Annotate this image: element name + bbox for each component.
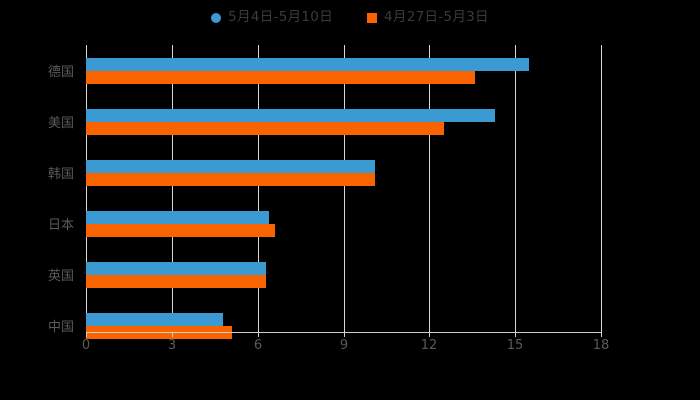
y-axis-label: 日本 xyxy=(47,218,74,233)
x-tick-mark xyxy=(86,332,87,337)
bar[interactable] xyxy=(86,262,266,275)
x-axis-tick-label: 0 xyxy=(81,338,91,353)
legend-label-1: 4月27日-5月3日 xyxy=(384,9,489,26)
bar[interactable] xyxy=(86,313,223,326)
circle-marker-icon xyxy=(211,13,222,23)
x-tick-mark xyxy=(429,332,430,337)
bar[interactable] xyxy=(86,275,266,288)
bar[interactable] xyxy=(86,173,375,186)
x-axis-tick-label: 9 xyxy=(339,338,349,353)
plot-area xyxy=(86,45,602,339)
bar[interactable] xyxy=(86,71,475,84)
bar[interactable] xyxy=(86,58,529,71)
x-tick-mark xyxy=(344,332,345,337)
bar[interactable] xyxy=(86,109,495,122)
y-axis-label: 韩国 xyxy=(47,167,74,182)
x-tick-mark xyxy=(601,332,602,337)
bar[interactable] xyxy=(86,122,444,135)
legend-item-0[interactable]: 5月4日-5月10日 xyxy=(211,11,333,25)
x-tick-mark xyxy=(258,332,259,337)
gridline xyxy=(172,45,173,332)
bar[interactable] xyxy=(86,224,275,237)
square-marker-icon xyxy=(367,13,377,23)
chart-legend: 5月4日-5月10日 4月27日-5月3日 xyxy=(0,6,700,30)
gridline xyxy=(515,45,516,332)
gridline xyxy=(344,45,345,332)
x-axis-tick-label: 12 xyxy=(420,338,438,353)
y-axis-line xyxy=(86,45,87,332)
legend-item-1[interactable]: 4月27日-5月3日 xyxy=(367,11,489,25)
x-axis-tick-label: 3 xyxy=(167,338,177,353)
x-tick-mark xyxy=(515,332,516,337)
gridline xyxy=(429,45,430,332)
x-tick-mark xyxy=(172,332,173,337)
y-axis-label: 中国 xyxy=(47,320,74,335)
x-axis-tick-label: 6 xyxy=(253,338,263,353)
y-axis-label: 美国 xyxy=(47,116,74,131)
gridline xyxy=(601,45,602,332)
y-axis-label: 德国 xyxy=(47,65,74,80)
x-axis-tick-label: 15 xyxy=(506,338,524,353)
x-axis-tick-label: 18 xyxy=(592,338,610,353)
legend-label-0: 5月4日-5月10日 xyxy=(228,9,333,26)
y-axis-label: 英国 xyxy=(47,269,74,284)
bar[interactable] xyxy=(86,160,375,173)
bar[interactable] xyxy=(86,211,269,224)
gridline xyxy=(258,45,259,332)
